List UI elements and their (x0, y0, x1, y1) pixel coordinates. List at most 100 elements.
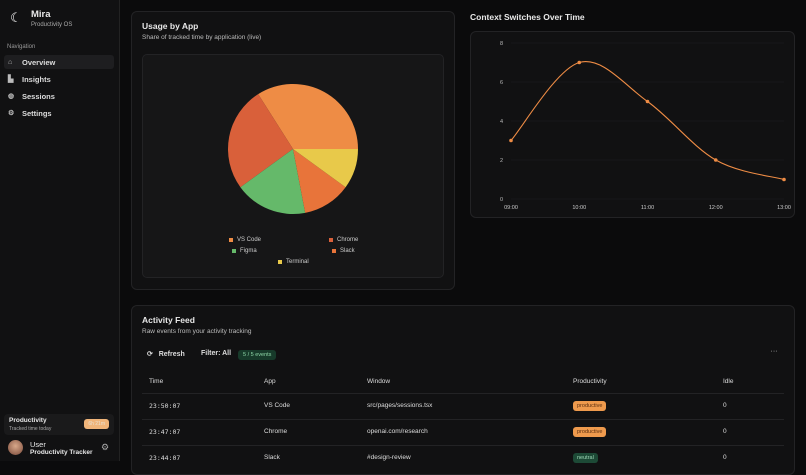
usage-title: Usage by App (142, 21, 199, 31)
legend-item[interactable]: Chrome (329, 237, 358, 243)
cell-app: Slack (264, 454, 280, 461)
y-tick-label: 6 (500, 80, 503, 86)
user-name: User (30, 440, 46, 449)
refresh-icon: ⟳ (147, 351, 153, 358)
cell-idle: 0 (723, 454, 727, 461)
legend-label: Terminal (286, 259, 309, 265)
feed-subtitle: Raw events from your activity tracking (142, 328, 252, 335)
sidebar-item-overview[interactable]: ⌂ Overview (4, 55, 114, 69)
column-header[interactable]: Time (149, 378, 164, 385)
home-icon: ⌂ (8, 58, 13, 66)
x-tick-label: 10:00 (572, 205, 586, 211)
x-tick-label: 13:00 (777, 205, 791, 211)
sidebar-item-label: Overview (22, 57, 56, 67)
table-row[interactable] (142, 419, 784, 445)
column-header[interactable]: Productivity (573, 378, 607, 385)
cell-idle: 0 (723, 428, 727, 435)
legend-swatch (329, 238, 333, 242)
line-chart-card: 0 2 4 6 8 09:00 10:00 11:00 12:00 13:00 (470, 31, 795, 218)
tracked-time-badge: 6h 21m (84, 419, 109, 429)
y-tick-label: 2 (500, 158, 503, 164)
legend-swatch (232, 249, 236, 253)
cell-time: 23:44:07 (149, 454, 181, 462)
data-point[interactable] (509, 138, 513, 143)
table-row[interactable] (142, 445, 784, 471)
cell-app: Chrome (264, 428, 288, 435)
refresh-button[interactable]: ⟳ Refresh (147, 350, 185, 358)
productivity-summary: Productivity Tracked time today 6h 21m (4, 414, 114, 435)
usage-subtitle: Share of tracked time by application (li… (142, 34, 262, 41)
cell-window: src/pages/sessions.tsx (367, 402, 433, 409)
productivity-badge: productive (573, 401, 607, 411)
productivity-badge: productive (573, 427, 607, 437)
productivity-badge: neutral (573, 453, 598, 463)
pie-slice-vs-code[interactable] (258, 84, 358, 149)
table-row[interactable] (142, 393, 784, 419)
moon-icon: ☾ (10, 10, 22, 25)
sidebar-item-settings[interactable]: ⚙ Settings (4, 106, 114, 120)
more-options-button[interactable]: ··· (770, 348, 778, 355)
legend-label: Slack (340, 248, 355, 254)
refresh-label: Refresh (158, 351, 185, 358)
event-count-badge: 5 / 5 events (238, 350, 277, 360)
sidebar-item-label: Sessions (22, 91, 55, 101)
filter-button[interactable]: Filter: All (201, 350, 232, 357)
pie-chart-container (142, 54, 444, 278)
data-point[interactable] (645, 99, 650, 104)
productivity-title: Productivity (9, 417, 47, 424)
legend-label: Chrome (337, 237, 359, 243)
data-point[interactable] (713, 158, 718, 162)
legend-item[interactable]: Slack (332, 248, 355, 254)
data-point[interactable] (577, 60, 582, 65)
user-role: Productivity Tracker (30, 449, 93, 456)
bar-chart-icon: ▙ (8, 76, 14, 83)
app-subtitle: Productivity OS (31, 22, 73, 28)
pie-slice-terminal[interactable] (293, 149, 358, 188)
cell-time: 23:47:07 (149, 428, 181, 436)
productivity-subtitle: Tracked time today (9, 426, 52, 432)
user-settings-gear-icon[interactable]: ⚙ (101, 442, 110, 452)
pie-slice-figma[interactable] (240, 149, 306, 214)
legend-swatch (332, 249, 336, 253)
series-line (510, 61, 785, 181)
context-switches-title: Context Switches Over Time (470, 12, 585, 22)
column-header[interactable]: Idle (723, 378, 734, 385)
y-tick-label: 8 (500, 41, 503, 47)
feed-title: Activity Feed (142, 315, 195, 325)
legend-item[interactable]: Figma (232, 248, 257, 254)
y-tick-label: 4 (500, 119, 503, 125)
legend-swatch (278, 260, 282, 264)
pie-chart (228, 84, 358, 214)
cell-idle: 0 (723, 402, 727, 409)
x-tick-label: 09:00 (504, 205, 518, 211)
legend-item[interactable]: VS Code (229, 237, 261, 243)
column-header[interactable]: Window (367, 378, 391, 385)
cell-time: 23:50:07 (149, 402, 181, 410)
sidebar-item-sessions[interactable]: ◍ Sessions (4, 89, 114, 103)
gear-icon: ⚙ (8, 110, 15, 117)
column-header[interactable]: App (264, 378, 276, 385)
legend-label: VS Code (237, 237, 262, 243)
nav-section-label: Navigation (7, 44, 36, 50)
avatar[interactable] (8, 440, 23, 455)
cell-window: openai.com/research (367, 428, 428, 435)
line-chart: 0 2 4 6 8 09:00 10:00 11:00 12:00 13:00 (500, 41, 791, 211)
activity-feed-card (131, 305, 795, 475)
pie-slice-chrome[interactable] (228, 94, 293, 188)
legend-item[interactable]: Terminal (278, 259, 309, 265)
legend-label: Figma (240, 248, 257, 254)
data-point[interactable] (782, 177, 786, 182)
sidebar-item-label: Insights (22, 74, 51, 84)
pie-slice-slack[interactable] (293, 149, 346, 213)
sidebar-item-insights[interactable]: ▙ Insights (4, 72, 114, 86)
sidebar: ☾ Mira Productivity OS Navigation ⌂ Overv… (0, 0, 120, 461)
legend-swatch (229, 238, 233, 242)
y-tick-label: 0 (500, 197, 503, 203)
cell-window: #design-review (367, 454, 411, 461)
x-tick-label: 12:00 (709, 205, 723, 211)
x-tick-label: 11:00 (641, 205, 654, 211)
sidebar-item-label: Settings (22, 108, 52, 118)
globe-icon: ◍ (8, 93, 15, 100)
app-name: Mira (31, 9, 51, 20)
cell-app: VS Code (264, 402, 291, 409)
